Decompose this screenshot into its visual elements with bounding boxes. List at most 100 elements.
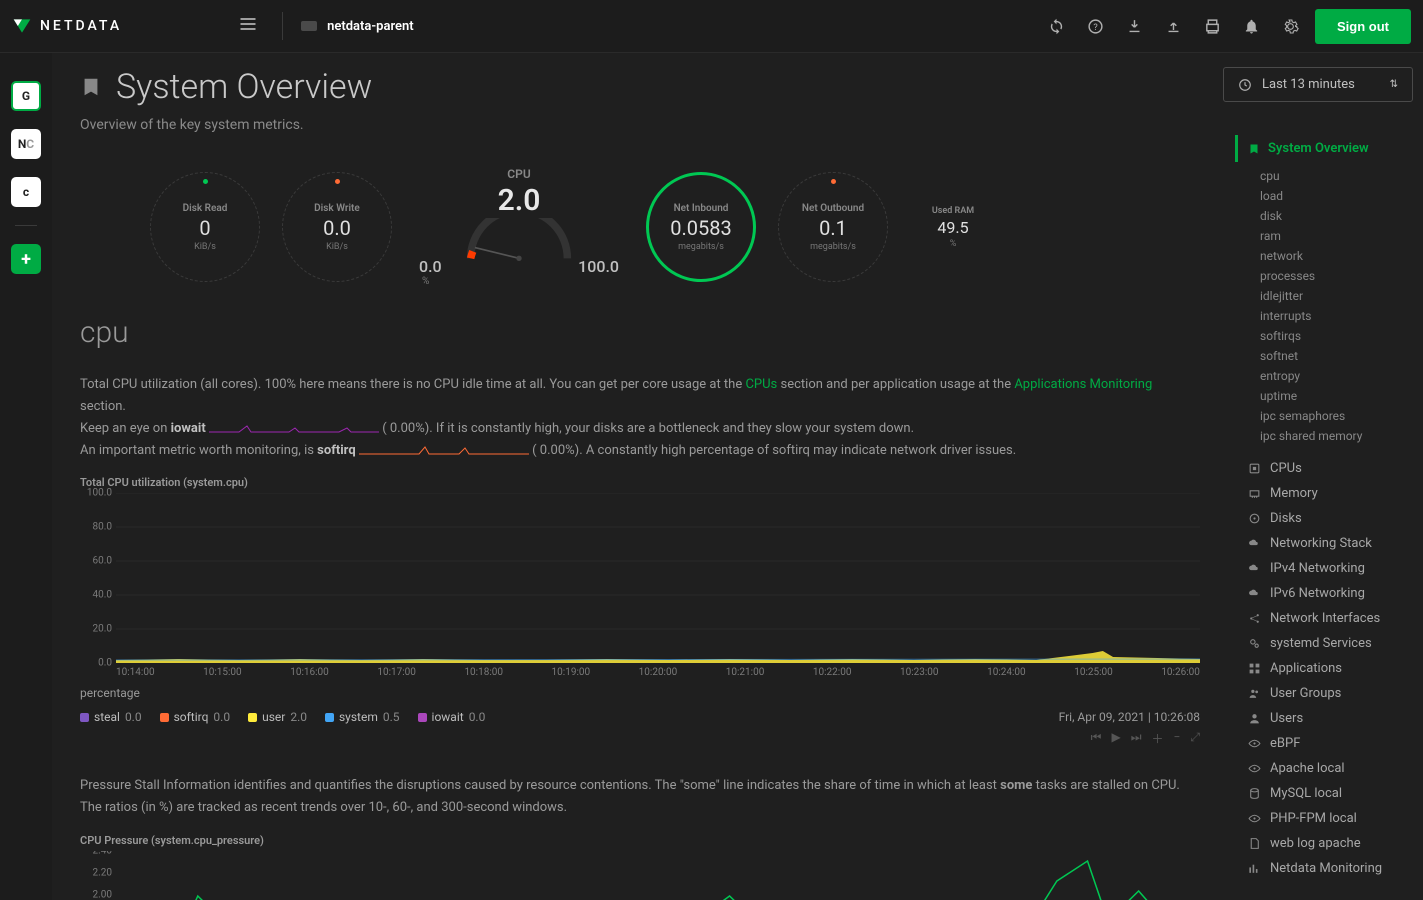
- nav-section-system-overview[interactable]: System Overview: [1235, 135, 1413, 162]
- nav-item[interactable]: PHP-FPM local: [1238, 806, 1413, 831]
- nav-item[interactable]: CPUs: [1238, 456, 1413, 481]
- nav-subitem[interactable]: uptime: [1260, 386, 1413, 406]
- nav-item[interactable]: Network Interfaces: [1238, 606, 1413, 631]
- xtick: 10:18:00: [464, 667, 503, 678]
- sign-out-button[interactable]: Sign out: [1315, 9, 1411, 44]
- nav-subitem[interactable]: idlejitter: [1260, 286, 1413, 306]
- xtick: 10:19:00: [552, 667, 591, 678]
- nav-subitem[interactable]: network: [1260, 246, 1413, 266]
- add-workspace-button[interactable]: +: [11, 244, 41, 274]
- link-app-monitoring[interactable]: Applications Monitoring: [1014, 377, 1152, 392]
- refresh-icon[interactable]: [1048, 18, 1065, 35]
- speedometer-arc-icon: [419, 218, 619, 261]
- link-psi[interactable]: Pressure Stall Information: [80, 778, 231, 793]
- nav-subitem[interactable]: disk: [1260, 206, 1413, 226]
- nav-item[interactable]: Networking Stack: [1238, 531, 1413, 556]
- xtick: 10:15:00: [203, 667, 242, 678]
- legend-item[interactable]: softirq0.0: [160, 710, 230, 724]
- nav-item[interactable]: Users: [1238, 706, 1413, 731]
- legend-item[interactable]: system0.5: [325, 710, 400, 724]
- gauge-net-outbound[interactable]: Net Outbound 0.1 megabits/s: [778, 172, 888, 282]
- nav-item[interactable]: Apache local: [1238, 756, 1413, 781]
- gauge-indicator-dot: [335, 179, 340, 184]
- svg-text:?: ?: [1093, 22, 1097, 33]
- header-actions: ?: [1048, 18, 1299, 35]
- print-icon[interactable]: [1204, 18, 1221, 35]
- legend-item[interactable]: steal0.0: [80, 710, 142, 724]
- help-icon[interactable]: ?: [1087, 18, 1104, 35]
- nav-item[interactable]: IPv4 Networking: [1238, 556, 1413, 581]
- resize-icon[interactable]: ⤢: [1190, 730, 1200, 747]
- section-heading-cpu: cpu: [80, 315, 1200, 350]
- nav-subitem[interactable]: cpu: [1260, 166, 1413, 186]
- legend-item[interactable]: iowait0.0: [418, 710, 486, 724]
- bell-icon[interactable]: [1243, 18, 1260, 35]
- page-title: System Overview: [116, 67, 372, 107]
- chart2[interactable]: 2.402.202.001.801.60: [80, 851, 1200, 900]
- nav-item[interactable]: systemd Services: [1238, 631, 1413, 656]
- workspace-c[interactable]: c: [11, 177, 41, 207]
- nav-item[interactable]: Netdata Monitoring: [1238, 856, 1413, 881]
- gear-icon[interactable]: [1282, 18, 1299, 35]
- workspace-g[interactable]: G: [11, 81, 41, 111]
- legend-item[interactable]: user2.0: [248, 710, 307, 724]
- nav-subitem[interactable]: softirqs: [1260, 326, 1413, 346]
- bookmark-icon: [1248, 143, 1260, 155]
- gauge-disk-write[interactable]: Disk Write 0.0 KiB/s: [282, 172, 392, 282]
- sparkline-iowait: [209, 422, 379, 436]
- chart1-xaxis: 10:14:0010:15:0010:16:0010:17:0010:18:00…: [116, 667, 1200, 678]
- content-scroll[interactable]: System Overview Overview of the key syst…: [52, 53, 1228, 900]
- nav-subitem[interactable]: ipc shared memory: [1260, 426, 1413, 446]
- brand-logo[interactable]: NETDATA: [12, 17, 122, 35]
- gauge-ram[interactable]: Used RAM 49.5 %: [910, 184, 996, 270]
- forward-icon[interactable]: ⏭: [1131, 730, 1142, 747]
- gauge-net-inbound[interactable]: Net Inbound 0.0583 megabits/s: [646, 172, 756, 282]
- nav-item[interactable]: IPv6 Networking: [1238, 581, 1413, 606]
- link-cpus[interactable]: CPUs: [745, 377, 777, 392]
- nav-subitem[interactable]: load: [1260, 186, 1413, 206]
- node-selector[interactable]: netdata-parent: [301, 19, 414, 34]
- xtick: 10:16:00: [290, 667, 329, 678]
- nav-subitem[interactable]: entropy: [1260, 366, 1413, 386]
- nav-item[interactable]: Memory: [1238, 481, 1413, 506]
- chart1[interactable]: 100.080.060.040.020.00.0 10:14:0010:15:0…: [80, 493, 1200, 678]
- download-icon[interactable]: [1126, 18, 1143, 35]
- gauge-cpu[interactable]: CPU 2.0 0.0 100.0 %: [414, 167, 624, 287]
- cloud-icon: [1248, 537, 1261, 550]
- page-subtitle: Overview of the key system metrics.: [80, 117, 1200, 133]
- nav-subitem[interactable]: softnet: [1260, 346, 1413, 366]
- nav-subitem[interactable]: processes: [1260, 266, 1413, 286]
- nav-item[interactable]: Disks: [1238, 506, 1413, 531]
- upload-icon[interactable]: [1165, 18, 1182, 35]
- bookmark-icon: [80, 74, 102, 100]
- nav-item[interactable]: MySQL local: [1238, 781, 1413, 806]
- nav-subitem[interactable]: ram: [1260, 226, 1413, 246]
- gauge-disk-read[interactable]: Disk Read 0 KiB/s: [150, 172, 260, 282]
- db-icon: [1248, 787, 1261, 800]
- nav-item[interactable]: User Groups: [1238, 681, 1413, 706]
- gauge-row: Disk Read 0 KiB/s Disk Write 0.0 KiB/s C…: [80, 167, 1200, 287]
- nav-subitem[interactable]: interrupts: [1260, 306, 1413, 326]
- disk-icon: [1248, 512, 1261, 525]
- divider: [282, 12, 283, 40]
- ytick: 60.0: [93, 556, 113, 567]
- nav-subitem[interactable]: ipc semaphores: [1260, 406, 1413, 426]
- nav-item[interactable]: Applications: [1238, 656, 1413, 681]
- nav-item[interactable]: eBPF: [1238, 731, 1413, 756]
- menu-toggle[interactable]: [232, 8, 264, 44]
- ytick: 2.20: [93, 867, 113, 878]
- eye-icon: [1248, 762, 1261, 775]
- brand-text: NETDATA: [40, 18, 122, 34]
- rewind-icon[interactable]: ⏮: [1091, 730, 1102, 747]
- minus-icon[interactable]: −: [1174, 730, 1181, 747]
- node-name: netdata-parent: [327, 19, 414, 34]
- chart1-controls: ⏮ ▶ ⏭ ＋ − ⤢: [80, 730, 1200, 747]
- ytick: 2.00: [93, 889, 113, 900]
- play-icon[interactable]: ▶: [1111, 730, 1120, 747]
- nav-item[interactable]: web log apache: [1238, 831, 1413, 856]
- workspace-nc[interactable]: NC: [11, 129, 41, 159]
- chart2-yaxis: 2.402.202.001.801.60: [80, 851, 116, 900]
- file-icon: [1248, 837, 1261, 850]
- psi-description: Pressure Stall Information identifies an…: [80, 775, 1200, 819]
- plus-icon[interactable]: ＋: [1152, 730, 1164, 747]
